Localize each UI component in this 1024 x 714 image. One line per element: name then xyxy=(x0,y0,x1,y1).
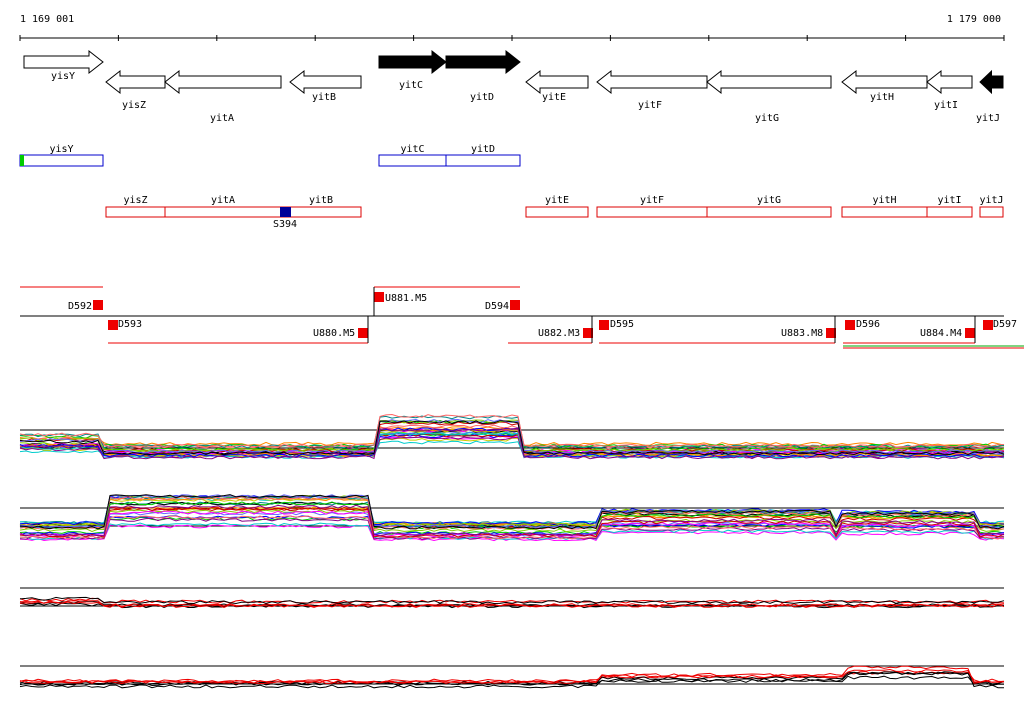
gene-label: yitG xyxy=(755,113,779,124)
gene-label: yitJ xyxy=(976,113,1000,124)
track-line xyxy=(19,665,1005,685)
feature-mark xyxy=(965,328,975,338)
cds-box xyxy=(105,206,166,218)
gene-arrow xyxy=(164,69,282,95)
track-line xyxy=(19,494,1005,530)
track-line xyxy=(19,504,1005,537)
gene-label: yisY xyxy=(51,71,75,82)
track-line xyxy=(19,413,1005,448)
gene-arrow xyxy=(926,69,973,95)
cds-box xyxy=(596,206,708,218)
feature-mark xyxy=(826,328,836,338)
track-line xyxy=(19,596,1005,605)
gene-label: yitE xyxy=(542,92,566,103)
feature-label: U880.M5 xyxy=(313,328,355,339)
gene-label: yitC xyxy=(399,80,423,91)
track-line xyxy=(19,507,1005,529)
cds-label: yitA xyxy=(211,195,235,206)
feature-mark xyxy=(93,300,103,310)
cds-label: yitB xyxy=(309,195,333,206)
cds-box xyxy=(164,206,282,218)
track-line xyxy=(19,671,1004,689)
cds-box xyxy=(445,154,521,167)
feature-label: D592 xyxy=(68,301,92,312)
gene-label: yitA xyxy=(210,113,234,124)
feature-label: D594 xyxy=(485,301,509,312)
cds-box xyxy=(19,154,104,167)
start-marker xyxy=(20,155,24,166)
cds-label: yisY xyxy=(49,144,73,155)
ruler-end: 1 179 000 xyxy=(947,14,1001,25)
cds-box xyxy=(926,206,973,218)
feature-label: U884.M4 xyxy=(920,328,962,339)
track-line xyxy=(19,496,1005,531)
cds-label: yitC xyxy=(400,144,424,155)
feature-mark xyxy=(599,320,609,330)
track-line xyxy=(19,415,1005,449)
feature-label: D597 xyxy=(993,319,1017,330)
gene-arrow xyxy=(525,69,589,95)
gene-label: yitB xyxy=(312,92,336,103)
gene-arrow xyxy=(706,69,832,95)
gene-arrow xyxy=(23,49,104,75)
gene-arrow xyxy=(105,69,166,95)
cds-label: yitJ xyxy=(979,195,1003,206)
gene-arrow xyxy=(596,69,708,95)
gene-arrow xyxy=(445,49,521,75)
cds-label: yitF xyxy=(640,195,664,206)
ruler-start: 1 169 001 xyxy=(20,14,74,25)
feature-label: U881.M5 xyxy=(385,293,427,304)
gene-label: yitI xyxy=(934,100,958,111)
track-line xyxy=(19,670,1005,683)
cds-box xyxy=(525,206,589,218)
gene-arrow xyxy=(378,49,447,75)
cds-box xyxy=(280,206,362,218)
feature-label: D593 xyxy=(118,319,142,330)
feature-mark xyxy=(845,320,855,330)
feature-mark xyxy=(358,328,368,338)
gene-label: yisZ xyxy=(122,100,146,111)
cds-label: yitD xyxy=(471,144,495,155)
feature-mark xyxy=(983,320,993,330)
cds-box xyxy=(979,206,1004,218)
track-line xyxy=(19,600,1005,608)
feature-label: D595 xyxy=(610,319,634,330)
gene-label: yitD xyxy=(470,92,494,103)
cds-label: yitE xyxy=(545,195,569,206)
track-line xyxy=(19,668,1005,684)
track-line xyxy=(19,515,1005,540)
cds-box xyxy=(378,154,447,167)
cds-box xyxy=(706,206,832,218)
gene-arrow xyxy=(289,69,362,95)
feature-mark xyxy=(108,320,118,330)
track-line xyxy=(19,522,1005,540)
site-box xyxy=(280,207,291,217)
gene-arrow xyxy=(979,69,1004,95)
feature-label: U882.M3 xyxy=(538,328,580,339)
gene-arrow xyxy=(841,69,928,95)
track-line xyxy=(19,517,1005,540)
feature-mark xyxy=(583,328,593,338)
cds-label: yitH xyxy=(872,195,896,206)
track-line xyxy=(19,427,1005,460)
track-line xyxy=(19,420,1005,456)
site-label: S394 xyxy=(273,219,297,230)
gene-label: yitF xyxy=(638,100,662,111)
track-line xyxy=(19,493,1005,529)
feature-label: U883.M8 xyxy=(781,328,823,339)
feature-label: D596 xyxy=(856,319,880,330)
feature-mark xyxy=(374,292,384,302)
cds-label: yisZ xyxy=(123,195,147,206)
cds-label: yitI xyxy=(937,195,961,206)
cds-box xyxy=(841,206,928,218)
feature-mark xyxy=(510,300,520,310)
cds-label: yitG xyxy=(757,195,781,206)
gene-label: yitH xyxy=(870,92,894,103)
